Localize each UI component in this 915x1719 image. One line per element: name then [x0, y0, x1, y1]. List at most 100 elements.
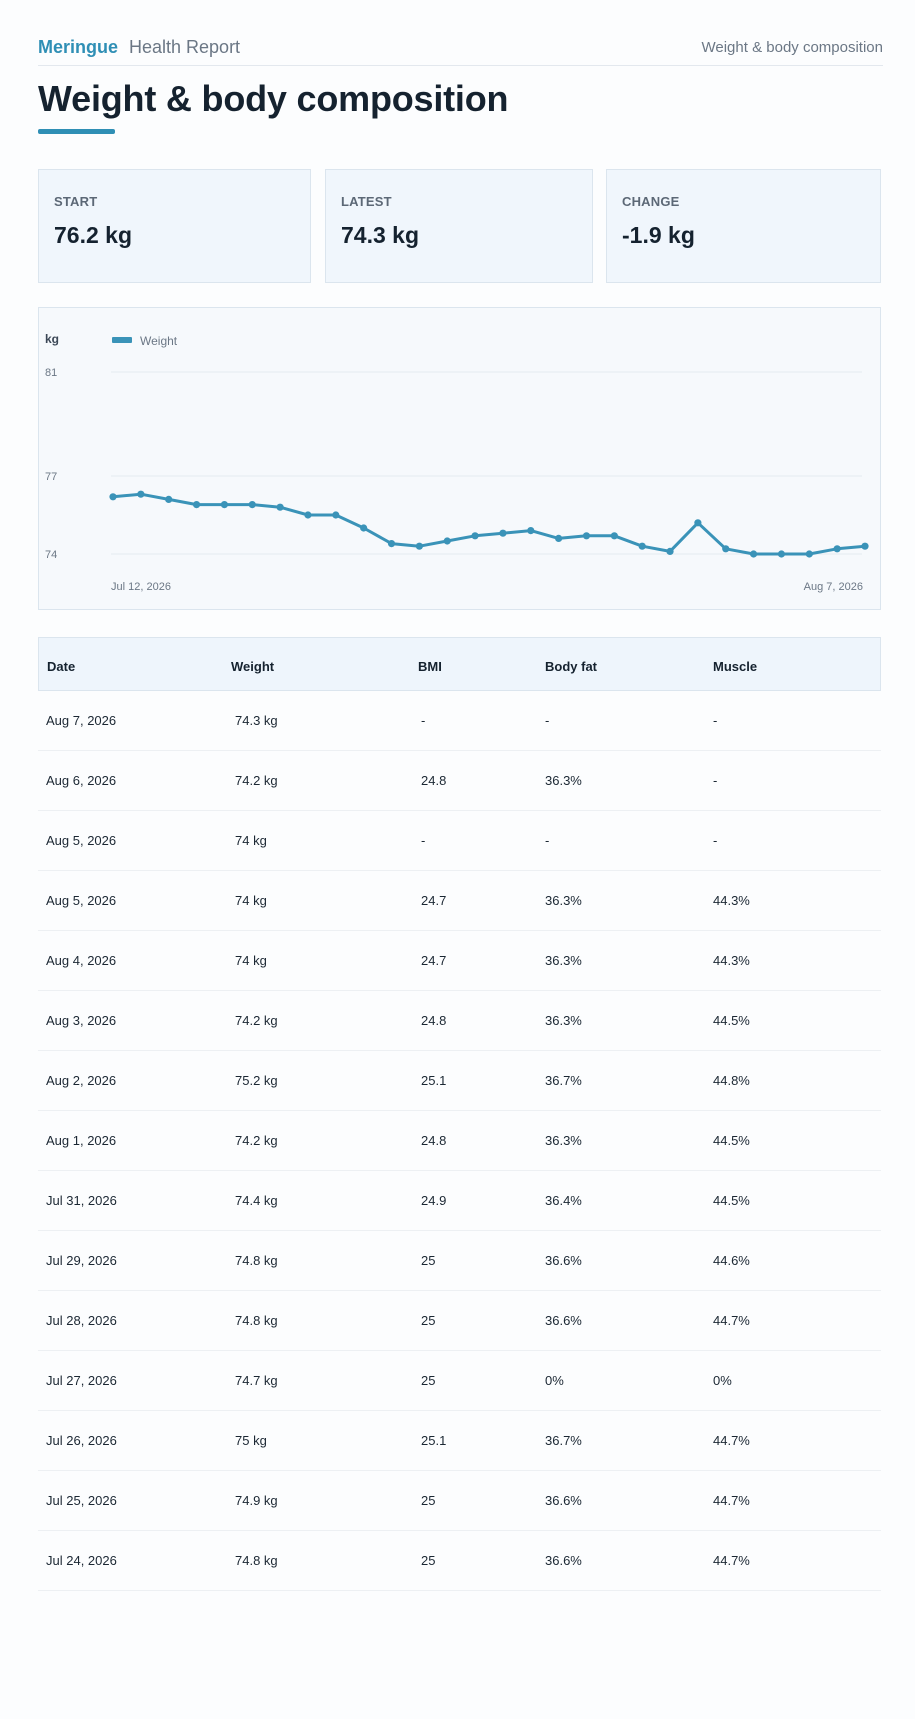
weight-point	[777, 550, 786, 558]
cell-date: Jul 29, 2026	[46, 1253, 117, 1268]
y-tick-label: 81	[45, 367, 57, 379]
cell-date: Aug 5, 2026	[46, 893, 117, 908]
cell-weight: 74.8 kg	[235, 1553, 278, 1568]
cell-body-fat: 36.3%	[545, 953, 582, 968]
cell-bmi: 24.8	[421, 1133, 447, 1148]
report-header: Meringue Health Report Weight & body com…	[38, 0, 883, 66]
cell-bmi: 25	[421, 1553, 436, 1568]
change-card-value: -1.9 kg	[622, 222, 695, 248]
change-card: CHANGE -1.9 kg	[606, 169, 881, 283]
measurements-table: Date Weight BMI Body fat Muscle Aug 7, 2…	[38, 637, 881, 1591]
cell-muscle: 44.3%	[713, 953, 750, 968]
table-row: Aug 1, 2026 74.2 kg 24.8 36.3% 44.5%	[38, 1111, 881, 1171]
cell-body-fat: 36.6%	[545, 1553, 582, 1568]
table-row: Jul 25, 2026 74.9 kg 25 36.6% 44.7%	[38, 1471, 881, 1531]
change-card-label: CHANGE	[622, 194, 680, 209]
cell-weight: 74.8 kg	[235, 1253, 278, 1268]
cell-bmi: 25	[421, 1313, 436, 1328]
start-card: START 76.2 kg	[38, 169, 311, 283]
cell-body-fat: 36.6%	[545, 1313, 582, 1328]
cell-bmi: 25	[421, 1493, 436, 1508]
weight-point	[582, 532, 591, 540]
weight-point	[527, 527, 535, 535]
weight-point	[805, 550, 813, 558]
cell-date: Aug 5, 2026	[46, 833, 117, 848]
cell-date: Aug 6, 2026	[46, 773, 117, 788]
cell-muscle: 44.7%	[713, 1553, 750, 1568]
start-card-value: 76.2 kg	[54, 222, 132, 248]
cell-bmi: 25.1	[421, 1073, 447, 1088]
cell-bmi: 25.1	[421, 1433, 447, 1448]
cell-bmi: 25	[421, 1253, 436, 1268]
cell-body-fat: 36.6%	[545, 1493, 582, 1508]
cell-date: Jul 24, 2026	[46, 1553, 117, 1568]
y-axis-unit-label: kg	[45, 332, 59, 346]
weight-point	[499, 529, 507, 537]
cell-muscle: 44.3%	[713, 893, 750, 908]
cell-muscle: 44.5%	[713, 1193, 750, 1208]
cell-date: Jul 25, 2026	[46, 1493, 117, 1508]
cell-body-fat: 36.3%	[545, 893, 582, 908]
cell-muscle: -	[713, 713, 718, 728]
weight-point	[304, 511, 312, 519]
cell-muscle: 44.7%	[713, 1433, 750, 1448]
cell-muscle: 44.6%	[713, 1253, 750, 1268]
weight-chart: kg Weight 81 77 74 Jul 12, 2026 Aug 7, 2026	[38, 307, 881, 610]
weight-point	[387, 540, 396, 548]
table-body: Aug 7, 2026 74.3 kg - - - Aug 6, 2026 74.2 kg 2…	[38, 691, 881, 1591]
cell-weight: 74 kg	[235, 893, 267, 908]
cell-weight: 74.2 kg	[235, 1133, 278, 1148]
cell-bmi: 24.7	[421, 893, 447, 908]
cell-date: Aug 2, 2026	[46, 1073, 117, 1088]
cell-weight: 74 kg	[235, 953, 267, 968]
cell-date: Aug 1, 2026	[46, 1133, 117, 1148]
table-row: Aug 7, 2026 74.3 kg - - -	[38, 691, 881, 751]
weight-point	[833, 545, 841, 553]
weight-point	[443, 537, 451, 545]
cell-body-fat: -	[545, 713, 550, 728]
cell-body-fat: 36.7%	[545, 1433, 582, 1448]
weight-point	[555, 534, 563, 542]
cell-muscle: 44.7%	[713, 1313, 750, 1328]
cell-date: Jul 26, 2026	[46, 1433, 117, 1448]
latest-card: LATEST 74.3 kg	[325, 169, 593, 283]
cell-weight: 74.2 kg	[235, 773, 278, 788]
cell-muscle: 44.5%	[713, 1013, 750, 1028]
cell-weight: 75.2 kg	[235, 1073, 278, 1088]
cell-weight: 74 kg	[235, 833, 267, 848]
brand-logo[interactable]: Meringue	[38, 37, 119, 57]
cell-date: Jul 27, 2026	[46, 1373, 117, 1388]
cell-bmi: -	[421, 833, 426, 848]
table-row: Jul 24, 2026 74.8 kg 25 36.6% 44.7%	[38, 1531, 881, 1591]
column-header-date: Date	[47, 659, 76, 674]
weight-point	[415, 542, 423, 550]
cell-body-fat: 36.6%	[545, 1253, 582, 1268]
cell-date: Jul 31, 2026	[46, 1193, 117, 1208]
table-row: Jul 29, 2026 74.8 kg 25 36.6% 44.6%	[38, 1231, 881, 1291]
weight-chart-svg: kg Weight 81 77 74 Jul 12, 2026 Aug 7, 2026	[45, 332, 869, 593]
weight-point	[137, 490, 145, 498]
cell-body-fat: 0%	[545, 1373, 564, 1388]
weight-point	[471, 532, 479, 540]
table-row: Aug 6, 2026 74.2 kg 24.8 36.3% -	[38, 751, 881, 811]
cell-bmi: 24.8	[421, 1013, 447, 1028]
page-title: Weight & body composition	[38, 78, 509, 119]
cell-weight: 74.8 kg	[235, 1313, 278, 1328]
table-row: Jul 28, 2026 74.8 kg 25 36.6% 44.7%	[38, 1291, 881, 1351]
weight-point	[248, 501, 256, 509]
cell-body-fat: 36.3%	[545, 1013, 582, 1028]
cell-body-fat: 36.3%	[545, 1133, 582, 1148]
cell-muscle: 44.7%	[713, 1493, 750, 1508]
cell-weight: 74.7 kg	[235, 1373, 278, 1388]
table-row: Aug 3, 2026 74.2 kg 24.8 36.3% 44.5%	[38, 991, 881, 1051]
table-row: Jul 31, 2026 74.4 kg 24.9 36.4% 44.5%	[38, 1171, 881, 1231]
x-start-label: Jul 12, 2026	[111, 581, 171, 593]
cell-muscle: 44.8%	[713, 1073, 750, 1088]
cell-bmi: -	[421, 713, 426, 728]
cell-muscle: 44.5%	[713, 1133, 750, 1148]
cell-date: Jul 28, 2026	[46, 1313, 117, 1328]
y-tick-label: 74	[45, 549, 57, 561]
cell-weight: 74.9 kg	[235, 1493, 278, 1508]
cell-weight: 74.4 kg	[235, 1193, 278, 1208]
weight-point	[192, 501, 201, 509]
